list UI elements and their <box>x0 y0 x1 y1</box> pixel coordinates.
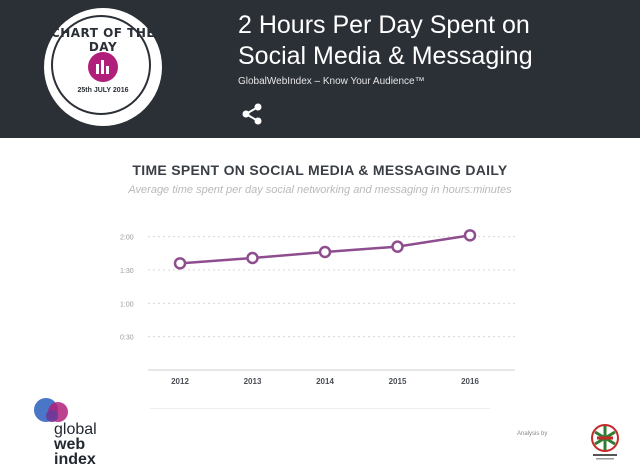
logo-word-1: global <box>54 421 97 438</box>
x-tick-label: 2015 <box>389 377 407 386</box>
badge-ring <box>51 15 151 115</box>
x-tick-label: 2013 <box>244 377 262 386</box>
chart-subtitle: Average time spent per day social networ… <box>128 184 512 196</box>
data-point <box>463 229 477 242</box>
x-tick-label: 2016 <box>461 377 479 386</box>
y-tick-label: 0:30 <box>120 335 134 342</box>
headline-line-2: Social Media & Messaging <box>238 42 533 70</box>
partner-logo-icon <box>591 424 619 460</box>
x-tick-label: 2014 <box>316 377 334 386</box>
y-tick-label: 1:00 <box>120 301 134 308</box>
headline: 2 Hours Per Day Spent on Social Media & … <box>238 10 628 72</box>
data-point <box>246 251 259 265</box>
globalwebindex-logo: global web index <box>28 396 138 470</box>
headline-line-1: 2 Hours Per Day Spent on <box>238 11 530 39</box>
y-tick-label: 1:30 <box>120 268 134 275</box>
chart-title: TIME SPENT ON SOCIAL MEDIA & MESSAGING D… <box>132 162 508 178</box>
data-point <box>391 240 404 253</box>
logo-word-3: index <box>54 451 96 468</box>
x-tick-label: 2012 <box>171 377 189 386</box>
badge-title: CHART OF THE DAY <box>50 26 156 54</box>
gwi-bubbles-icon <box>34 398 68 422</box>
chart-of-the-day-badge: CHART OF THE DAY 25th JULY 2016 <box>44 8 162 126</box>
y-tick-label: 2:00 <box>120 235 134 242</box>
subline: GlobalWebIndex – Know Your Audience™ <box>238 76 425 87</box>
header-banner: CHART OF THE DAY 25th JULY 2016 2 Hours … <box>0 0 640 138</box>
data-point <box>318 245 332 259</box>
chart-bars-icon <box>88 52 118 82</box>
credit-text: Analysis by <box>517 431 548 437</box>
share-icon[interactable] <box>240 103 264 125</box>
badge-date: 25th JULY 2016 <box>77 87 129 94</box>
logo-word-2: web <box>54 436 86 453</box>
data-point <box>173 257 187 270</box>
divider <box>150 408 490 409</box>
